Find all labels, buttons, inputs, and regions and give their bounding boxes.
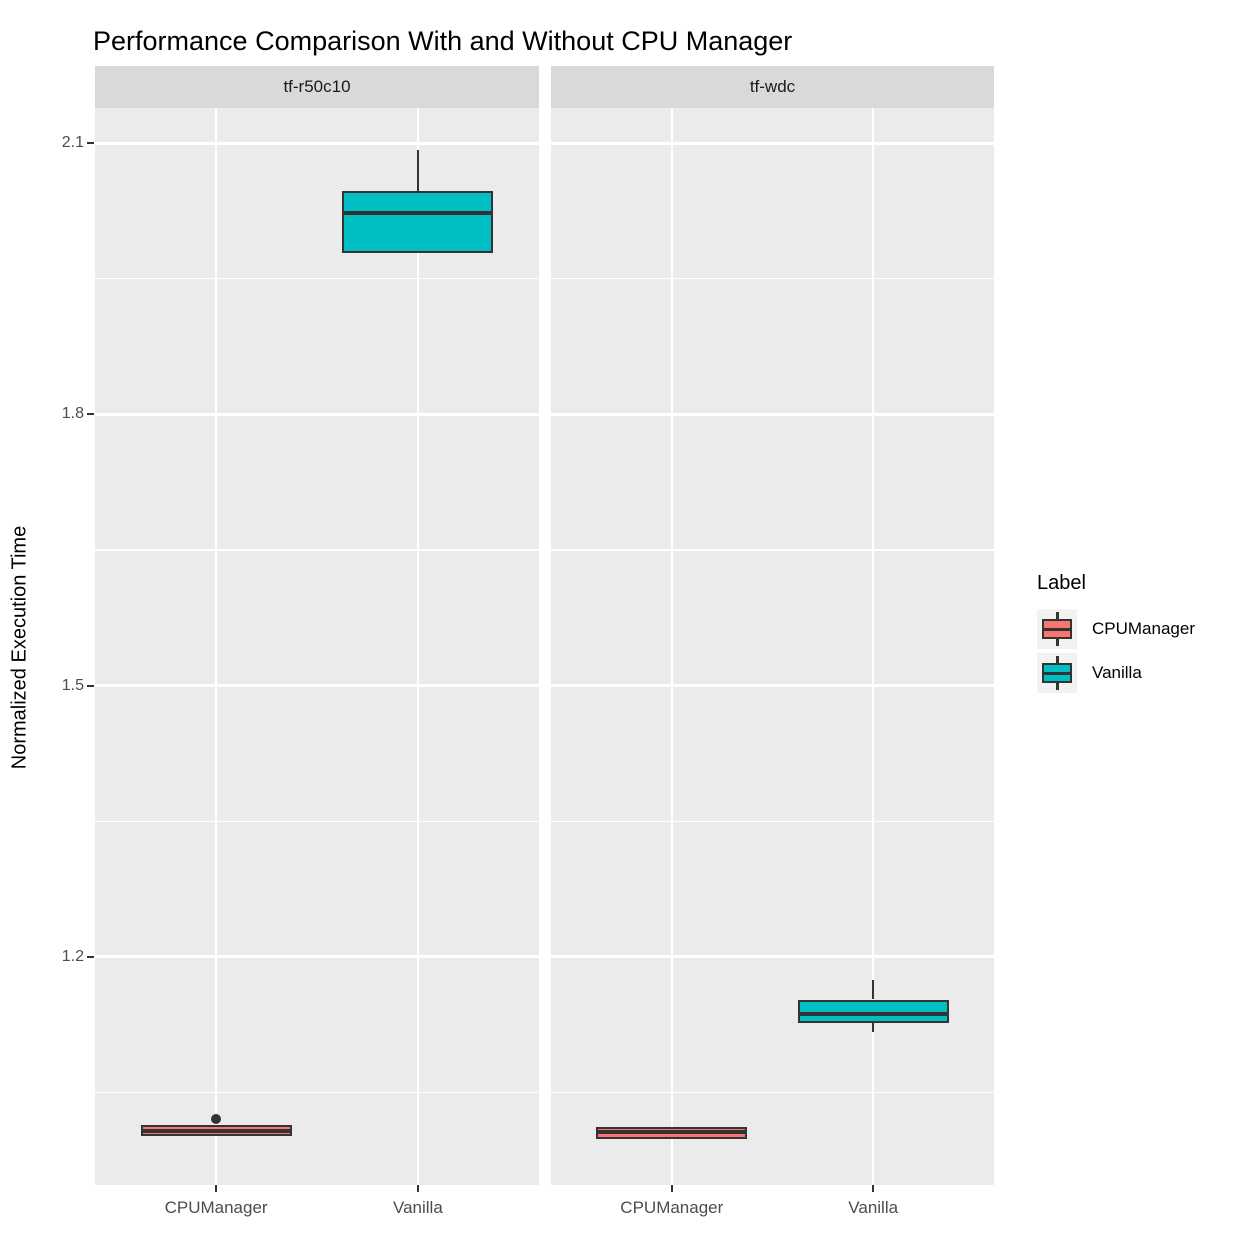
- outlier-point: [211, 1113, 222, 1124]
- major-gridline-x: [670, 108, 674, 1185]
- major-gridline-x: [871, 108, 875, 1185]
- major-gridline-x: [214, 108, 218, 1185]
- legend-items: CPUManager Vanilla: [1037, 609, 1195, 693]
- y-tick-label: 2.1: [61, 134, 84, 151]
- major-gridline: [95, 955, 539, 959]
- upper-whisker: [416, 150, 420, 191]
- legend-glyph-median: [1042, 627, 1072, 631]
- minor-gridline: [551, 1091, 994, 1094]
- legend-glyph-median: [1042, 671, 1072, 675]
- legend-item: CPUManager: [1037, 609, 1195, 649]
- upper-whisker: [871, 979, 875, 1000]
- facet-strip: tf-r50c10: [95, 66, 539, 108]
- y-tick-mark: [87, 955, 94, 958]
- lower-whisker: [871, 1023, 875, 1033]
- x-tick-label: CPUManager: [620, 1198, 724, 1217]
- boxplot-box: [797, 999, 949, 1023]
- y-tick-label: 1.2: [61, 947, 84, 965]
- minor-gridline: [551, 820, 994, 823]
- median-line: [142, 1128, 290, 1133]
- median-line: [344, 210, 492, 215]
- y-axis-title: Normalized Execution Time: [8, 525, 31, 770]
- boxplot-box: [596, 1127, 748, 1139]
- legend-item-label: CPUManager: [1092, 619, 1195, 638]
- minor-gridline: [95, 820, 539, 823]
- major-gridline: [551, 141, 994, 145]
- legend-title: Label: [1037, 572, 1086, 594]
- median-line: [799, 1011, 947, 1016]
- major-gridline: [551, 955, 994, 959]
- x-tick-mark: [416, 1185, 419, 1192]
- major-gridline-x: [416, 108, 420, 1185]
- x-tick-mark: [215, 1185, 218, 1192]
- minor-gridline: [551, 277, 994, 280]
- boxplot-box: [342, 190, 494, 254]
- major-gridline: [551, 412, 994, 416]
- y-tick-mark: [87, 684, 94, 687]
- legend: Label CPUManager Vanilla: [1037, 572, 1195, 697]
- legend-item: Vanilla: [1037, 653, 1195, 693]
- legend-key-boxplot-glyph: [1037, 653, 1077, 693]
- minor-gridline: [95, 277, 539, 280]
- x-tick-label: Vanilla: [393, 1198, 443, 1217]
- y-tick-mark: [87, 142, 94, 144]
- y-tick-label: 1.5: [61, 676, 84, 694]
- major-gridline: [95, 141, 539, 145]
- minor-gridline: [95, 1091, 539, 1094]
- y-tick-label: 1.8: [61, 405, 84, 423]
- y-tick-mark: [87, 413, 94, 416]
- major-gridline: [95, 684, 539, 688]
- median-line: [598, 1130, 746, 1135]
- x-tick-label: Vanilla: [848, 1198, 899, 1217]
- minor-gridline: [95, 549, 539, 551]
- facet-panel: [551, 108, 994, 1185]
- x-tick-label: CPUManager: [164, 1198, 268, 1217]
- chart-title: Performance Comparison With and Without …: [93, 26, 793, 56]
- major-gridline: [95, 412, 539, 416]
- minor-gridline: [551, 549, 994, 551]
- major-gridline: [551, 684, 994, 688]
- boxplot-box: [140, 1125, 292, 1137]
- x-tick-mark: [670, 1185, 673, 1192]
- legend-item-label: Vanilla: [1092, 663, 1142, 682]
- legend-key-boxplot-glyph: [1037, 609, 1077, 649]
- facet-strip: tf-wdc: [551, 66, 994, 108]
- x-tick-mark: [872, 1185, 875, 1192]
- facet-panel: [95, 108, 539, 1185]
